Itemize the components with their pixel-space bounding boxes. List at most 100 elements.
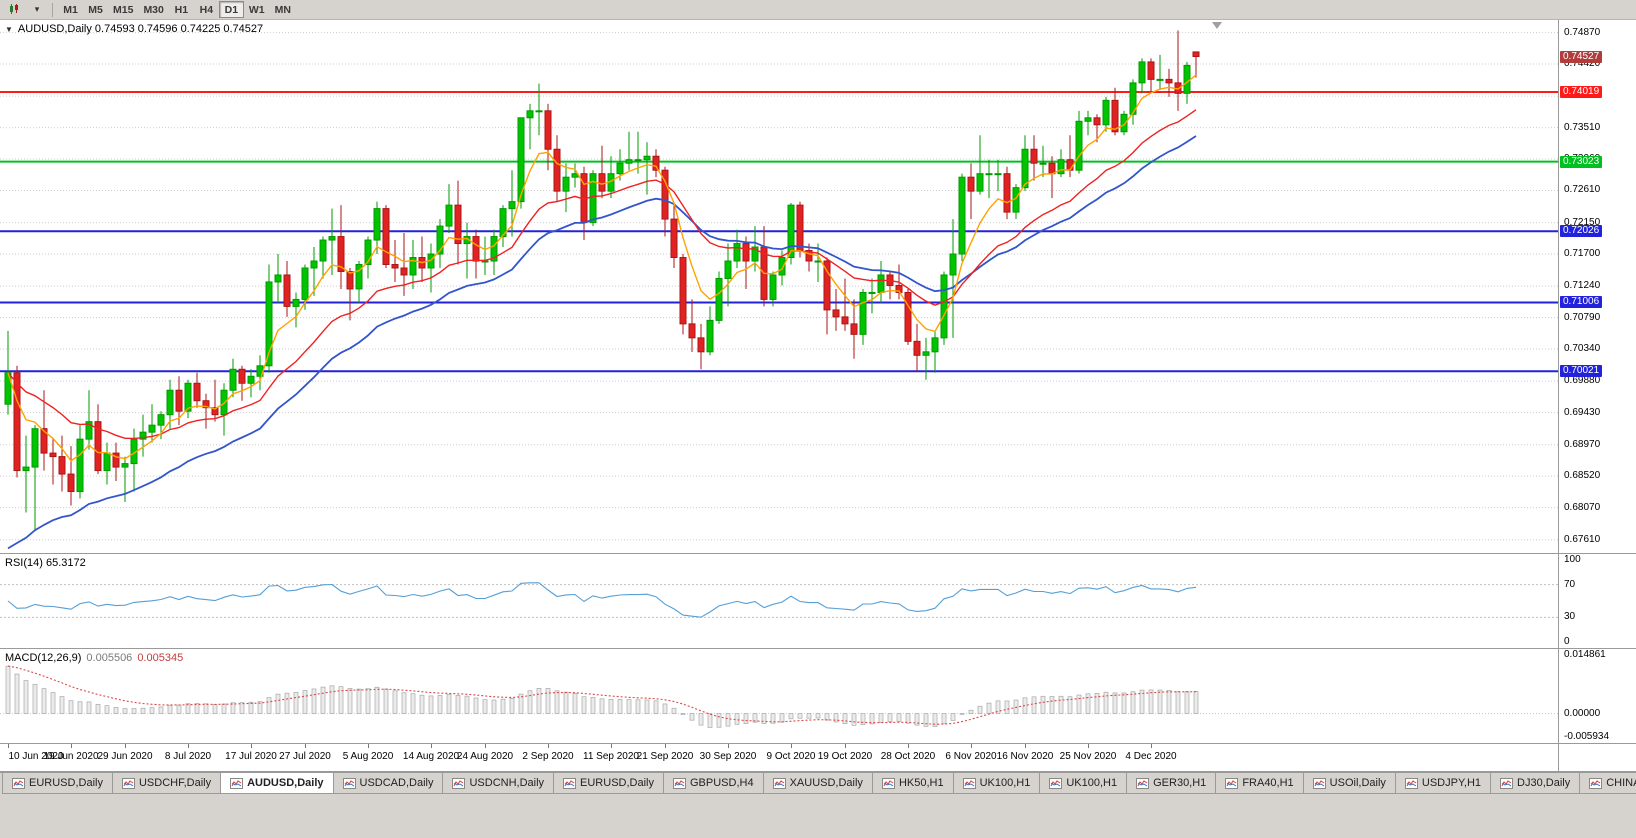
mini-chart-icon — [962, 777, 976, 789]
hline-price-tag: 0.73023 — [1560, 155, 1603, 168]
ma-medium — [7, 109, 1197, 440]
date-axis-label: 5 Aug 2020 — [342, 751, 394, 762]
chart-tab-label: UK100,H1 — [1066, 777, 1118, 789]
main-chart-pane: ▼ AUDUSD,Daily 0.74593 0.74596 0.74225 0… — [0, 20, 1558, 553]
price-chart-canvas[interactable] — [0, 20, 1558, 553]
chart-tab-ger30-h1[interactable]: GER30,H1 — [1127, 773, 1217, 794]
macd-signal-line — [7, 665, 1197, 725]
chart-tab-xauusd-daily[interactable]: XAUUSD,Daily — [763, 773, 873, 794]
chart-type-button[interactable] — [4, 1, 26, 18]
hline-price-tag: 0.74019 — [1560, 86, 1603, 99]
timeframe-button-m5[interactable]: M5 — [83, 1, 108, 18]
chart-tab-label: HK50,H1 — [898, 777, 944, 789]
chart-shift-marker — [1212, 22, 1222, 29]
date-axis-label: 29 Jun 2020 — [97, 751, 153, 762]
date-axis-tick — [548, 744, 549, 748]
date-axis-label: 8 Jul 2020 — [164, 751, 212, 762]
date-axis-tick — [1025, 744, 1026, 748]
date-axis-label: 14 Aug 2020 — [402, 751, 460, 762]
date-axis[interactable]: 10 Jun 2020 19 Jun 2020 29 Jun 2020 8 Jul 2… — [0, 744, 1558, 771]
chart-tab-uk100-h1[interactable]: UK100,H1 — [1040, 773, 1128, 794]
date-axis-label: 27 Jul 2020 — [279, 751, 331, 762]
chart-tab-dj30-daily[interactable]: DJ30,Daily — [1491, 773, 1581, 794]
timeframe-button-d1[interactable]: D1 — [218, 1, 244, 18]
pane-divider[interactable] — [0, 553, 1636, 554]
chart-tab-gbpusd-h4[interactable]: GBPUSD,H4 — [664, 773, 764, 794]
date-axis-tick — [431, 744, 432, 748]
chart-tab-bar: EURUSD,Daily USDCHF,Daily AUDUSD,Daily USDC… — [0, 772, 1636, 794]
chart-window: ▼ AUDUSD,Daily 0.74593 0.74596 0.74225 0… — [0, 20, 1636, 772]
chart-tab-eurusd-daily[interactable]: EURUSD,Daily — [2, 773, 113, 794]
chart-tab-label: USOil,Daily — [1329, 777, 1386, 789]
collapse-arrow-icon[interactable]: ▼ — [5, 24, 13, 34]
current-price-tag: 0.74527 — [1560, 50, 1603, 63]
axis-divider — [1558, 20, 1559, 772]
date-axis-tick — [125, 744, 126, 748]
macd-pane: MACD(12,26,9) 0.005506 0.005345 — [0, 649, 1558, 743]
chart-tab-label: GBPUSD,H4 — [690, 777, 754, 789]
chart-tab-label: DJ30,Daily — [1517, 777, 1571, 789]
rsi-chart-canvas[interactable] — [0, 554, 1558, 648]
chart-tab-hk50-h1[interactable]: HK50,H1 — [872, 773, 954, 794]
timeframe-button-mn[interactable]: MN — [270, 1, 296, 18]
price-axis-label: 0.70790 — [1564, 311, 1601, 323]
mini-chart-icon — [1049, 777, 1063, 789]
macd-axis-label: 0.014861 — [1564, 649, 1606, 660]
chart-tab-eurusd-daily[interactable]: EURUSD,Daily — [554, 773, 664, 794]
rsi-axis-label: 70 — [1564, 578, 1576, 590]
chart-tab-china300-h1[interactable]: CHINA300,H1 — [1580, 773, 1636, 794]
price-axis-label: 0.67610 — [1564, 533, 1601, 545]
chart-tab-usdcad-daily[interactable]: USDCAD,Daily — [333, 773, 444, 794]
timeframe-button-w1[interactable]: W1 — [244, 1, 270, 18]
date-axis-label: 6 Nov 2020 — [945, 751, 997, 762]
chart-title-text: AUDUSD,Daily 0.74593 0.74596 0.74225 0.7… — [17, 23, 264, 35]
price-axis-label: 0.68970 — [1564, 438, 1601, 450]
timeframe-button-m1[interactable]: M1 — [58, 1, 83, 18]
chart-tab-label: AUDUSD,Daily — [247, 777, 324, 789]
rsi-axis-label: 100 — [1564, 554, 1581, 565]
date-axis-tick — [611, 744, 612, 748]
chart-tab-usdcnh-daily[interactable]: USDCNH,Daily — [443, 773, 555, 794]
pane-divider[interactable] — [0, 648, 1636, 649]
date-axis-tick — [188, 744, 189, 748]
chart-tab-usdjpy-h1[interactable]: USDJPY,H1 — [1395, 773, 1492, 794]
date-axis-tick — [728, 744, 729, 748]
price-axis[interactable]: 0.748700.744200.739600.735100.730600.726… — [1559, 20, 1636, 772]
date-axis-label: 4 Dec 2020 — [1125, 751, 1177, 762]
chart-tab-usdchf-daily[interactable]: USDCHF,Daily — [112, 773, 222, 794]
ma-slow — [7, 135, 1197, 550]
chart-tab-label: FRA40,H1 — [1242, 777, 1294, 789]
timeframe-button-m15[interactable]: M15 — [108, 1, 138, 18]
timeframe-button-h4[interactable]: H4 — [194, 1, 219, 18]
mini-chart-icon — [563, 777, 577, 789]
ma-fast — [7, 74, 1197, 462]
toolbar-separator — [52, 2, 53, 17]
candlestick-chart-icon — [10, 4, 18, 14]
rsi-label: RSI(14) 65.3172 — [5, 557, 86, 569]
chart-tab-label: USDCAD,Daily — [359, 777, 434, 789]
mini-chart-icon — [1404, 777, 1418, 789]
mini-chart-icon — [1136, 777, 1150, 789]
chart-tab-uk100-h1[interactable]: UK100,H1 — [953, 773, 1041, 794]
price-axis-label: 0.68070 — [1564, 501, 1601, 513]
macd-chart-canvas[interactable] — [0, 649, 1558, 743]
mini-chart-icon — [342, 777, 356, 789]
hline-price-tag: 0.71006 — [1560, 296, 1603, 309]
chart-tab-usoil-daily[interactable]: USOil,Daily — [1303, 773, 1396, 794]
chart-type-dropdown-caret[interactable]: ▾ — [27, 1, 47, 18]
chart-tab-fra40-h1[interactable]: FRA40,H1 — [1216, 773, 1304, 794]
macd-label: MACD(12,26,9) 0.005506 0.005345 — [5, 652, 184, 664]
price-axis-label: 0.71700 — [1564, 248, 1601, 260]
chart-tab-label: CHINA300,H1 — [1606, 777, 1636, 789]
chart-title: ▼ AUDUSD,Daily 0.74593 0.74596 0.74225 0… — [5, 23, 263, 35]
date-axis-label: 24 Aug 2020 — [456, 751, 514, 762]
price-axis-label: 0.74420 — [1564, 58, 1601, 69]
chart-tab-audusd-daily[interactable]: AUDUSD,Daily — [221, 773, 334, 794]
timeframe-button-h1[interactable]: H1 — [169, 1, 194, 18]
price-axis-label: 0.69430 — [1564, 406, 1601, 418]
mini-chart-icon — [230, 777, 244, 789]
date-axis-label: 25 Nov 2020 — [1059, 751, 1117, 762]
mini-chart-icon — [12, 777, 25, 789]
mini-chart-icon — [452, 777, 466, 789]
timeframe-button-m30[interactable]: M30 — [138, 1, 168, 18]
